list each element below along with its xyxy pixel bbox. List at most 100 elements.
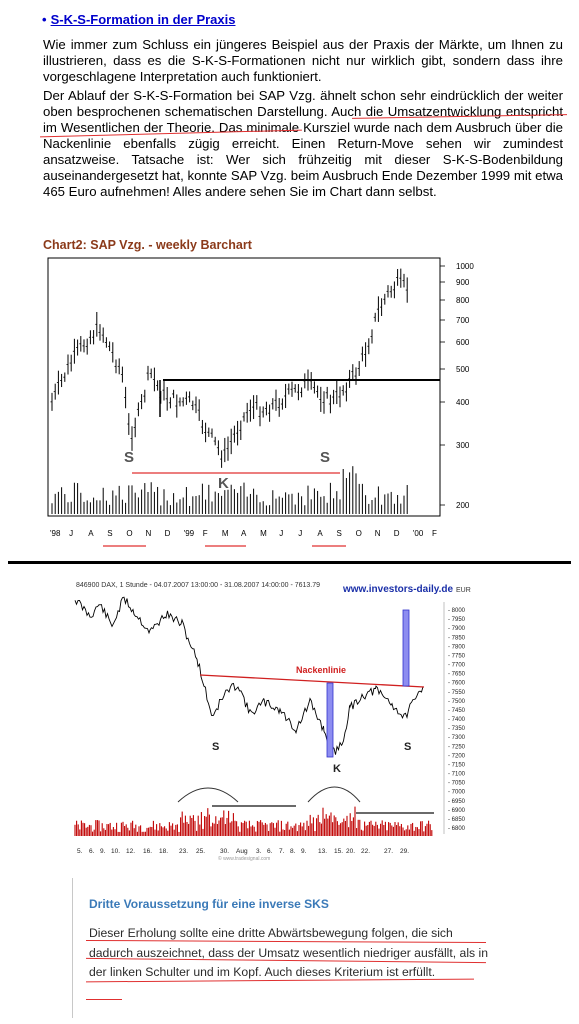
chart3-watermark: © www.tradesignal.com bbox=[218, 855, 270, 862]
chart2-x-tick: O bbox=[356, 529, 362, 538]
bullet-icon: • bbox=[42, 12, 47, 27]
chart3-currency: EUR bbox=[456, 587, 471, 594]
chart3-y-tick: - 7100 bbox=[448, 772, 466, 778]
chart2-frame bbox=[47, 257, 441, 517]
chart2-y-tick: 500 bbox=[456, 365, 470, 374]
chart2-y-tick: 200 bbox=[456, 501, 470, 510]
annotation-underline bbox=[86, 999, 122, 1000]
chart3-marker-left-shoulder: S bbox=[212, 741, 219, 753]
chart3-x-tick: 29. bbox=[400, 848, 409, 855]
criterion-box-text: Dieser Erholung sollte eine dritte Abwär… bbox=[89, 926, 489, 979]
section-heading-link[interactable]: S-K-S-Formation in der Praxis bbox=[50, 12, 236, 27]
chart2-x-tick: F bbox=[203, 529, 208, 538]
chart3-x-tick: 9. bbox=[301, 848, 307, 855]
chart3-x-tick: 8. bbox=[290, 848, 296, 855]
chart3-y-tick: - 7300 bbox=[448, 735, 466, 741]
chart2-x-tick: M bbox=[222, 529, 229, 538]
chart2-x-tick: '98 bbox=[50, 529, 61, 538]
chart2-marker-right-shoulder: S bbox=[320, 449, 330, 466]
chart3-x-tick: 3. bbox=[256, 848, 262, 855]
chart3-x-tick: 20. bbox=[346, 848, 355, 855]
chart3-y-tick: - 7900 bbox=[448, 626, 466, 632]
criterion-box bbox=[72, 878, 493, 1018]
chart3-y-tick: - 7650 bbox=[448, 672, 466, 678]
chart2-x-tick: A bbox=[241, 529, 247, 538]
chart2-y-tick: 300 bbox=[456, 441, 470, 450]
chart3-y-tick: - 7750 bbox=[448, 653, 466, 659]
chart2-x-tick: '99 bbox=[184, 529, 195, 538]
chart2-x-tick: D bbox=[165, 529, 171, 538]
chart3-y-tick: - 7450 bbox=[448, 708, 466, 714]
chart2-x-tick: M bbox=[260, 529, 267, 538]
chart3-y-tick: - 8000 bbox=[448, 608, 466, 614]
chart3-y-tick: - 7200 bbox=[448, 753, 466, 759]
chart2-x-tick: F bbox=[432, 529, 437, 538]
chart2-y-tick: 800 bbox=[456, 296, 470, 305]
chart3-neckline-label: Nackenlinie bbox=[296, 665, 346, 675]
chart2-x-tick: A bbox=[88, 529, 94, 538]
chart2-x-tick: J bbox=[279, 529, 283, 538]
chart3-volume-bars bbox=[74, 806, 433, 836]
chart3-y-tick: - 7700 bbox=[448, 663, 466, 669]
chart3-x-tick: 30. bbox=[220, 848, 229, 855]
chart3-y-tick: - 7250 bbox=[448, 744, 466, 750]
chart3-y-tick: - 7550 bbox=[448, 690, 466, 696]
chart3-x-tick: 13. bbox=[318, 848, 327, 855]
chart2-y-tick: 600 bbox=[456, 338, 470, 347]
chart3-y-tick: - 7600 bbox=[448, 681, 466, 687]
chart3-x-tick: 18. bbox=[159, 848, 168, 855]
section-divider bbox=[8, 561, 571, 564]
chart2-marker-left-shoulder: S bbox=[124, 449, 134, 466]
chart3-neckline bbox=[199, 674, 425, 688]
chart3-y-axis: - 8000 - 7950 - 7900 - 7850 - 7800 - 7750 - 77… bbox=[448, 608, 466, 832]
chart2-marker-head: K bbox=[218, 475, 229, 492]
chart2-x-tick: J bbox=[69, 529, 73, 538]
chart3-y-tick: - 6850 bbox=[448, 817, 466, 823]
chart2-volume-bars bbox=[51, 466, 408, 514]
chart2-x-tick: D bbox=[394, 529, 400, 538]
chart3-x-tick: 25. bbox=[196, 848, 205, 855]
chart3-highlight-breakout bbox=[402, 609, 410, 687]
section-heading: • S-K-S-Formation in der Praxis bbox=[42, 12, 235, 27]
chart3-x-axis: 5. 6. 9. 10. 12. 16. 18. 23. 25. 30. Aug 3. 6. 7. 8. 9.… bbox=[77, 848, 409, 855]
chart2-x-tick: N bbox=[375, 529, 381, 538]
chart2-y-axis: 1000 900 800 700 600 500 400 300 200 bbox=[440, 262, 474, 510]
chart3-brand: www.investors-daily.de bbox=[342, 584, 453, 595]
chart2-y-tick: 400 bbox=[456, 398, 470, 407]
chart3-x-tick: 22. bbox=[361, 848, 370, 855]
chart2-x-tick: O bbox=[126, 529, 132, 538]
chart3-y-tick: - 7350 bbox=[448, 726, 466, 732]
chart3-y-tick: - 6900 bbox=[448, 808, 466, 814]
chart3-x-tick: 6. bbox=[267, 848, 273, 855]
chart2-x-axis: '98 J A S O N D '99 F M A M J J A S O N D '00 F bbox=[50, 529, 437, 538]
chart3-marker-right-shoulder: S bbox=[404, 741, 411, 753]
chart3-x-tick: 12. bbox=[126, 848, 135, 855]
chart2-x-tick: S bbox=[337, 529, 342, 538]
chart2-x-tick: J bbox=[298, 529, 302, 538]
chart3-y-tick: - 6950 bbox=[448, 799, 466, 805]
analysis-paragraph: Der Ablauf der S-K-S-Formation bei SAP V… bbox=[43, 88, 563, 199]
chart3-marker-head: K bbox=[333, 763, 341, 775]
chart3-y-tick: - 7000 bbox=[448, 790, 466, 796]
chart2-y-tick: 900 bbox=[456, 278, 470, 287]
chart2-x-tick: A bbox=[317, 529, 323, 538]
chart2-x-tick: '00 bbox=[413, 529, 424, 538]
chart3-x-tick: Aug bbox=[236, 848, 248, 855]
chart3-volume-arc-left bbox=[177, 787, 239, 803]
chart3-x-tick: 15. bbox=[334, 848, 343, 855]
chart2-title: Chart2: SAP Vzg. - weekly Barchart bbox=[43, 238, 252, 252]
chart3-x-tick: 6. bbox=[89, 848, 95, 855]
chart2-x-tick: S bbox=[107, 529, 112, 538]
chart2-price-bars bbox=[50, 268, 408, 468]
chart3-x-tick: 9. bbox=[100, 848, 106, 855]
dax-hourly-chart: 846900 DAX, 1 Stunde - 04.07.2007 13:00:… bbox=[68, 574, 478, 874]
chart3-x-tick: 7. bbox=[279, 848, 285, 855]
chart3-x-tick: 10. bbox=[111, 848, 120, 855]
chart3-price-path bbox=[74, 596, 424, 755]
chart3-x-tick: 23. bbox=[179, 848, 188, 855]
chart3-volume-arc-head bbox=[307, 786, 361, 803]
criterion-box-title: Dritte Voraussetzung für eine inverse SK… bbox=[89, 897, 329, 911]
intro-paragraph: Wie immer zum Schluss ein jüngeres Beisp… bbox=[43, 37, 563, 84]
chart2-y-tick: 700 bbox=[456, 316, 470, 325]
sap-weekly-barchart: S K S 1000 900 800 700 600 500 400 300 200 '98 J A… bbox=[47, 257, 474, 547]
